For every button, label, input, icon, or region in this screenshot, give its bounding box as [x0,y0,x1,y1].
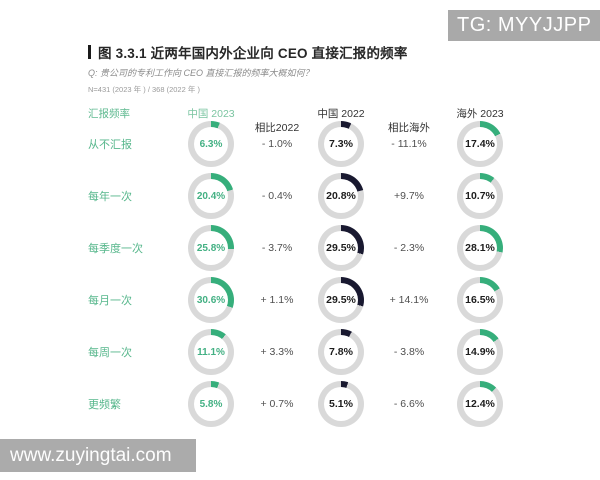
col-header-vs-overseas: 相比海外 [388,122,430,134]
donut-overseas-2023: 14.9% [457,329,503,375]
donut-china-2023-value: 6.3% [194,127,228,161]
row-label: 更频繁 [88,399,121,411]
donut-china-2023-cell: 6.3% [180,121,242,167]
donut-china-2023: 30.6% [188,277,234,323]
table-row: 更频繁 5.8% + 0.7% 5.1% - 6.6% 12.4% [88,378,512,430]
donut-china-2022-cell: 7.8% [312,329,370,375]
donut-overseas-2023-cell: 10.7% [448,173,512,219]
donut-china-2023: 25.8% [188,225,234,271]
watermark-telegram-banner: TG: MYYJJPP [448,10,600,41]
change-vs-2022: - 0.4% [261,190,293,202]
change-vs-overseas: +9.7% [393,190,425,202]
donut-china-2023-cell: 30.6% [180,277,242,323]
donut-overseas-2023: 10.7% [457,173,503,219]
donut-overseas-2023-value: 14.9% [463,335,497,369]
donut-china-2022-cell: 20.8% [312,173,370,219]
donut-china-2023-cell: 25.8% [180,225,242,271]
donut-china-2022-cell: 7.3% [312,121,370,167]
donut-overseas-2023-cell: 16.5% [448,277,512,323]
donut-overseas-2023: 17.4% [457,121,503,167]
donut-china-2023: 11.1% [188,329,234,375]
sample-size: N=431 (2023 年 ) / 368 (2022 年 ) [88,85,200,94]
change-vs-overseas: - 11.1% [391,138,427,150]
watermark-site-banner: www.zuyingtai.com [0,439,196,472]
donut-overseas-2023-cell: 28.1% [448,225,512,271]
donut-china-2022-value: 7.3% [324,127,358,161]
donut-china-2022-cell: 29.5% [312,277,370,323]
donut-overseas-2023-cell: 12.4% [448,381,512,427]
col-header-china-2022: 中国 2022 [317,108,365,120]
donut-china-2023: 20.4% [188,173,234,219]
col-header-frequency: 汇报频率 [88,108,130,120]
donut-overseas-2023-value: 16.5% [463,283,497,317]
donut-overseas-2023-cell: 17.4% [448,121,512,167]
donut-overseas-2023: 12.4% [457,381,503,427]
row-label: 从不汇报 [88,139,132,151]
table-body: 从不汇报 6.3% - 1.0% 7.3% - 11.1% 17.4% 每年一次 20.4% -… [88,118,512,430]
change-vs-2022: + 1.1% [260,294,294,306]
donut-overseas-2023-cell: 14.9% [448,329,512,375]
donut-china-2022-value: 5.1% [324,387,358,421]
col-header-china-2023: 中国 2023 [187,108,235,120]
survey-question: Q: 贵公司的专利工作向 CEO 直接汇报的频率大概如何？ [88,68,314,78]
donut-overseas-2023: 28.1% [457,225,503,271]
donut-china-2022-value: 29.5% [324,283,358,317]
change-vs-2022: - 3.7% [261,242,293,254]
col-header-vs-2022: 相比2022 [254,122,300,134]
change-vs-2022: + 3.3% [260,346,294,358]
row-label: 每月一次 [88,295,132,307]
change-vs-overseas: - 2.3% [393,242,425,254]
change-vs-2022: - 1.0% [261,138,293,150]
change-vs-overseas: + 14.1% [389,294,429,306]
donut-china-2022: 7.8% [318,329,364,375]
watermark-site-text: www.zuyingtai.com [10,444,172,466]
donut-china-2022: 29.5% [318,225,364,271]
table-row: 每周一次 11.1% + 3.3% 7.8% - 3.8% 14.9% [88,326,512,378]
donut-china-2022: 5.1% [318,381,364,427]
donut-china-2023: 5.8% [188,381,234,427]
donut-china-2023-value: 30.6% [194,283,228,317]
row-label: 每周一次 [88,347,132,359]
donut-china-2023-value: 11.1% [194,335,228,369]
donut-china-2023-value: 25.8% [194,231,228,265]
row-label: 每年一次 [88,191,132,203]
donut-china-2022-value: 20.8% [324,179,358,213]
table-row: 从不汇报 6.3% - 1.0% 7.3% - 11.1% 17.4% [88,118,512,170]
donut-overseas-2023-value: 12.4% [463,387,497,421]
donut-china-2022-cell: 29.5% [312,225,370,271]
table-header: 汇报频率 中国 2023 相比2022 中国 2022 相比海外 海外 2023 [88,106,512,135]
donut-china-2022-value: 7.8% [324,335,358,369]
donut-overseas-2023-value: 17.4% [463,127,497,161]
donut-overseas-2023: 16.5% [457,277,503,323]
row-label: 每季度一次 [88,243,143,255]
donut-china-2022-cell: 5.1% [312,381,370,427]
figure-title: 图 3.3.1 近两年国内外企业向 CEO 直接汇报的频率 [88,42,408,62]
change-vs-overseas: - 6.6% [393,398,425,410]
donut-china-2022: 7.3% [318,121,364,167]
donut-china-2023-cell: 20.4% [180,173,242,219]
donut-china-2023-value: 5.8% [194,387,228,421]
donut-overseas-2023-value: 28.1% [463,231,497,265]
donut-china-2022: 29.5% [318,277,364,323]
donut-china-2023-cell: 11.1% [180,329,242,375]
donut-china-2023: 6.3% [188,121,234,167]
donut-china-2023-cell: 5.8% [180,381,242,427]
figure-title-text: 图 3.3.1 近两年国内外企业向 CEO 直接汇报的频率 [98,46,408,61]
donut-china-2022: 20.8% [318,173,364,219]
table-row: 每月一次 30.6% + 1.1% 29.5% + 14.1% 16.5% [88,274,512,326]
title-accent-bar [88,45,91,59]
col-header-overseas-2023: 海外 2023 [456,108,504,120]
change-vs-overseas: - 3.8% [393,346,425,358]
change-vs-2022: + 0.7% [260,398,294,410]
watermark-telegram-text: TG: MYYJJPP [457,14,592,36]
table-row: 每季度一次 25.8% - 3.7% 29.5% - 2.3% 28.1% [88,222,512,274]
donut-china-2023-value: 20.4% [194,179,228,213]
donut-china-2022-value: 29.5% [324,231,358,265]
table-row: 每年一次 20.4% - 0.4% 20.8% +9.7% 10.7% [88,170,512,222]
donut-overseas-2023-value: 10.7% [463,179,497,213]
